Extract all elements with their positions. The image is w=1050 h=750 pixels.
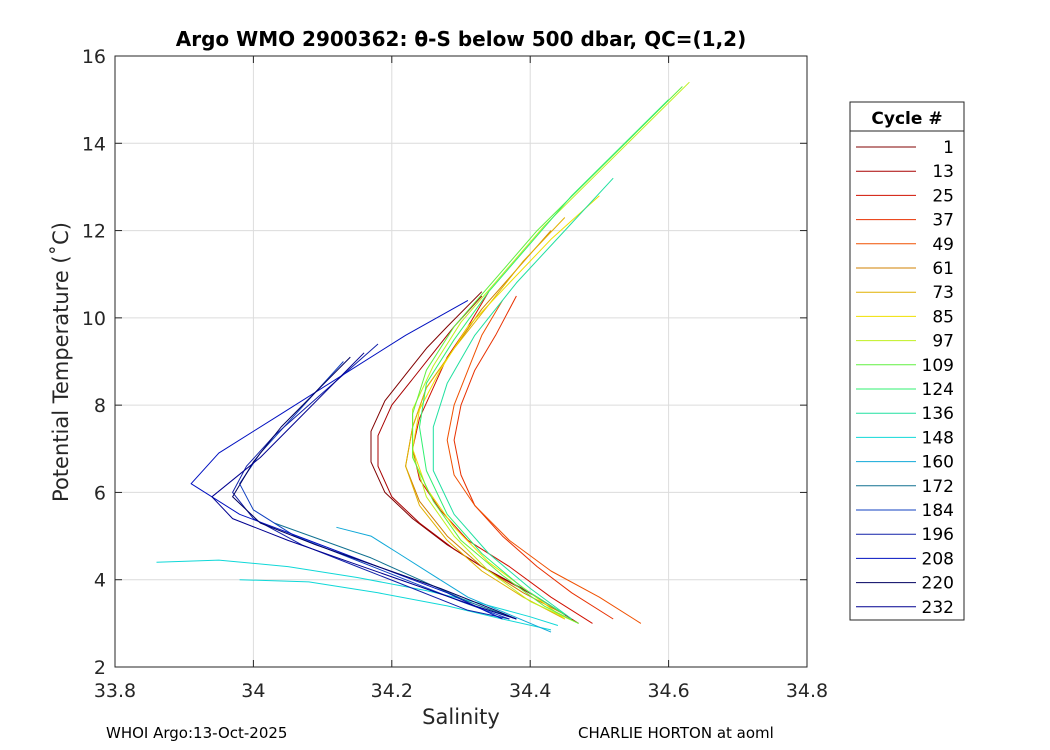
legend-label-208: 208 <box>922 549 954 569</box>
legend-items: 1 13 25 37 49 61 73 85 97 109 124 136 148 160 172 184 19… <box>856 138 954 618</box>
y-tick-label: 8 <box>94 395 106 417</box>
legend-label-148: 148 <box>922 428 954 448</box>
legend-label-136: 136 <box>922 404 954 424</box>
legend-label-160: 160 <box>922 453 954 473</box>
series-line-232 <box>211 352 517 620</box>
y-tick-label: 10 <box>82 308 106 330</box>
y-axis-label: Potential Temperature (˚C) <box>49 222 73 502</box>
series-line-184 <box>239 361 510 620</box>
series-line-136 <box>432 177 614 620</box>
legend-label-232: 232 <box>922 598 954 618</box>
y-tick-label: 4 <box>94 570 106 592</box>
x-tick-label: 33.8 <box>94 680 136 702</box>
footer-source: WHOI Argo:13-Oct-2025 <box>106 724 288 742</box>
x-tick-label: 34.2 <box>371 680 413 702</box>
series-line-124 <box>419 99 669 616</box>
series-line-73 <box>405 217 566 620</box>
legend-label-13: 13 <box>932 162 954 182</box>
legend-label-196: 196 <box>922 525 954 545</box>
series-line-37 <box>453 295 614 620</box>
series-line-160 <box>336 526 552 633</box>
x-tick-label: 34.8 <box>786 680 828 702</box>
series-line-220 <box>232 356 517 620</box>
series-line-172 <box>274 522 517 620</box>
series-line-148b <box>239 579 552 631</box>
legend-label-85: 85 <box>932 307 954 327</box>
series-layer <box>156 81 690 633</box>
legend: Cycle # 1 13 25 37 49 61 73 85 97 109 124 136 148 160… <box>849 101 965 621</box>
x-axis-label: Salinity <box>422 705 500 729</box>
legend-label-49: 49 <box>932 235 954 255</box>
y-tick-label: 14 <box>82 133 106 155</box>
x-tick-label: 34 <box>241 680 265 702</box>
legend-box <box>849 101 965 621</box>
series-line-49 <box>446 300 642 624</box>
series-line-196 <box>232 343 510 620</box>
y-tick-label: 12 <box>82 221 106 243</box>
plot-frame <box>114 55 808 668</box>
legend-label-109: 109 <box>922 356 954 376</box>
legend-label-124: 124 <box>922 380 954 400</box>
plot-area <box>115 56 807 667</box>
y-tick-label: 6 <box>94 482 106 504</box>
legend-label-172: 172 <box>922 477 954 497</box>
legend-label-73: 73 <box>932 283 954 303</box>
legend-label-61: 61 <box>932 259 954 279</box>
legend-label-220: 220 <box>922 574 954 594</box>
legend-label-1: 1 <box>943 138 954 158</box>
chart-title: Argo WMO 2900362: θ-S below 500 dbar, QC… <box>176 27 746 51</box>
series-line-85 <box>412 195 600 620</box>
series-line-148 <box>156 559 559 626</box>
series-line-208 <box>190 299 503 620</box>
legend-title: Cycle # <box>871 109 942 129</box>
legend-label-184: 184 <box>922 501 954 521</box>
legend-label-25: 25 <box>932 186 954 206</box>
footer-author: CHARLIE HORTON at aoml <box>578 724 774 742</box>
axis-ticks: 33.8 34 34.2 34.4 34.6 34.8 2 4 6 8 10 12 14 16 <box>82 46 828 702</box>
x-tick-label: 34.4 <box>509 680 551 702</box>
y-tick-label: 2 <box>94 657 106 679</box>
legend-label-97: 97 <box>932 332 954 352</box>
y-tick-label: 16 <box>82 46 106 68</box>
legend-label-37: 37 <box>932 211 954 231</box>
series-line-97 <box>412 81 690 624</box>
x-tick-label: 34.6 <box>647 680 689 702</box>
